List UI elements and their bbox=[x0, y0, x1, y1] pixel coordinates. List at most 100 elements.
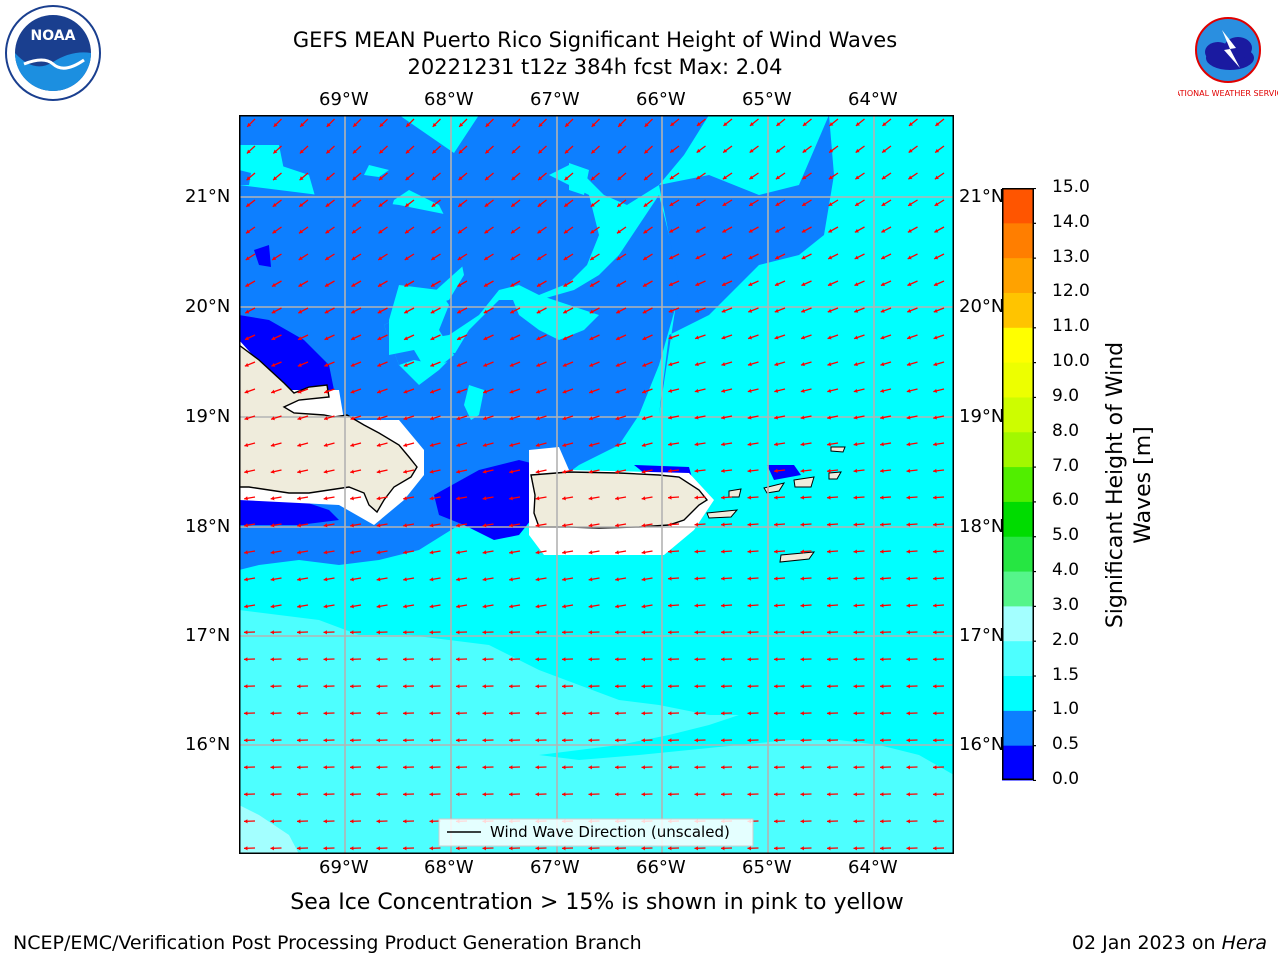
wave-direction-arrow bbox=[350, 361, 362, 367]
wave-direction-arrow bbox=[933, 253, 945, 260]
wave-direction-arrow bbox=[562, 604, 574, 609]
wave-direction-arrow bbox=[350, 307, 362, 314]
wave-direction-arrow bbox=[934, 172, 945, 180]
wave-direction-arrow bbox=[429, 765, 441, 770]
wave-direction-arrow bbox=[720, 846, 733, 851]
wave-direction-arrow bbox=[376, 442, 388, 447]
wave-direction-arrow bbox=[667, 468, 680, 473]
colorbar-segment bbox=[1002, 571, 1034, 607]
wave-direction-arrow bbox=[429, 496, 441, 501]
wave-direction-arrow bbox=[535, 765, 547, 770]
wave-direction-arrow bbox=[376, 738, 388, 743]
wave-direction-arrow bbox=[456, 550, 468, 555]
wave-direction-arrow bbox=[482, 550, 494, 555]
arrow-legend: Wind Wave Direction (unscaled) bbox=[438, 818, 754, 847]
lat-label-right: 21°N bbox=[959, 186, 1005, 207]
wave-direction-arrow bbox=[615, 469, 627, 474]
wave-direction-arrow bbox=[271, 307, 282, 314]
lat-label-left: 20°N bbox=[185, 296, 231, 317]
wave-direction-arrow bbox=[511, 118, 521, 128]
wave-direction-arrow bbox=[535, 846, 547, 851]
wave-direction-arrow bbox=[402, 792, 415, 797]
wave-direction-arrow bbox=[721, 307, 733, 313]
wave-direction-arrow bbox=[747, 603, 759, 608]
wave-direction-arrow bbox=[296, 711, 309, 716]
wave-direction-arrow bbox=[404, 199, 415, 208]
wave-direction-arrow bbox=[376, 630, 388, 635]
wave-direction-arrow bbox=[747, 442, 759, 447]
wave-direction-arrow bbox=[482, 657, 494, 662]
wave-direction-arrow bbox=[644, 118, 653, 128]
wave-direction-arrow bbox=[562, 442, 574, 447]
wave-direction-arrow bbox=[376, 523, 388, 528]
wave-direction-arrow bbox=[721, 361, 733, 367]
wave-zone-0-0_5 bbox=[767, 465, 801, 480]
colorbar-segment bbox=[1002, 396, 1034, 433]
wave-direction-arrow bbox=[376, 711, 388, 716]
wave-direction-arrow bbox=[589, 361, 600, 367]
wave-direction-arrow bbox=[402, 846, 415, 851]
wave-direction-arrow bbox=[349, 711, 362, 716]
wave-direction-arrow bbox=[511, 145, 521, 154]
wave-direction-arrow bbox=[485, 118, 494, 128]
wave-direction-arrow bbox=[324, 280, 335, 288]
wave-direction-arrow bbox=[349, 819, 362, 824]
wave-direction-arrow bbox=[774, 253, 786, 260]
wave-direction-arrow bbox=[694, 468, 706, 473]
wave-direction-arrow bbox=[429, 711, 441, 716]
wave-direction-arrow bbox=[297, 388, 309, 394]
colorbar-segment bbox=[1002, 327, 1034, 363]
colorbar-tick-label: 13.0 bbox=[1052, 246, 1090, 267]
wave-direction-arrow bbox=[879, 468, 892, 473]
wave-direction-arrow bbox=[323, 765, 335, 770]
wave-direction-arrow bbox=[403, 307, 415, 314]
land-island bbox=[763, 482, 786, 494]
wave-direction-arrow bbox=[482, 577, 494, 582]
wave-direction-arrow bbox=[456, 577, 468, 582]
wave-direction-arrow bbox=[800, 657, 812, 662]
wave-direction-arrow bbox=[537, 145, 547, 154]
wave-direction-arrow bbox=[668, 415, 680, 420]
wave-direction-arrow bbox=[456, 523, 468, 528]
wave-direction-arrow bbox=[510, 280, 521, 288]
wave-direction-arrow bbox=[722, 145, 733, 154]
colorbar-segment bbox=[1002, 745, 1034, 781]
wave-direction-arrow bbox=[455, 792, 468, 797]
wave-direction-arrow bbox=[694, 495, 706, 500]
wave-direction-arrow bbox=[828, 226, 839, 233]
wave-direction-arrow bbox=[297, 415, 309, 421]
wave-direction-arrow bbox=[561, 738, 574, 743]
wave-direction-arrow bbox=[430, 280, 441, 288]
wave-direction-arrow bbox=[509, 415, 521, 421]
wave-direction-arrow bbox=[773, 522, 786, 527]
wave-direction-arrow bbox=[482, 388, 494, 394]
wave-direction-arrow bbox=[802, 118, 812, 127]
wave-direction-arrow bbox=[509, 307, 521, 314]
wave-direction-arrow bbox=[826, 738, 839, 743]
wave-direction-arrow bbox=[881, 172, 892, 180]
wave-direction-arrow bbox=[747, 846, 759, 851]
wave-direction-arrow bbox=[378, 226, 388, 234]
wave-direction-arrow bbox=[853, 684, 865, 689]
wave-direction-arrow bbox=[747, 630, 759, 635]
land-island bbox=[728, 488, 742, 498]
wave-direction-arrow bbox=[244, 388, 256, 394]
wave-direction-arrow bbox=[429, 604, 441, 609]
wave-direction-arrow bbox=[667, 630, 680, 635]
wave-direction-arrow bbox=[615, 361, 627, 367]
wave-direction-arrow bbox=[669, 199, 680, 207]
wave-direction-arrow bbox=[773, 603, 786, 608]
wave-direction-arrow bbox=[667, 738, 680, 743]
wave-direction-arrow bbox=[643, 172, 653, 181]
wave-direction-arrow bbox=[641, 765, 653, 770]
wave-direction-arrow bbox=[694, 792, 706, 797]
wave-direction-arrow bbox=[561, 657, 574, 662]
wave-zone-1-1_5 bbox=[364, 165, 389, 177]
wave-direction-arrow bbox=[801, 199, 812, 207]
wave-direction-arrow bbox=[747, 792, 759, 797]
wave-direction-arrow bbox=[643, 199, 653, 208]
wave-direction-arrow bbox=[642, 253, 653, 261]
wave-direction-arrow bbox=[694, 846, 706, 851]
wave-direction-arrow bbox=[509, 550, 521, 555]
wave-direction-arrow bbox=[349, 657, 362, 662]
